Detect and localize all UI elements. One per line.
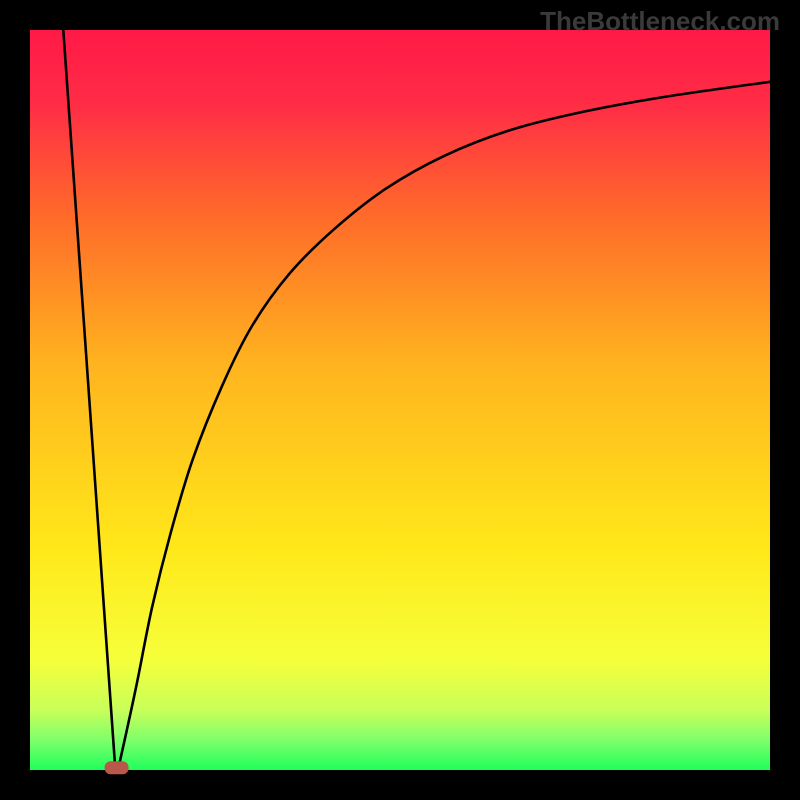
curve-right-branch bbox=[119, 82, 770, 767]
chart-frame: TheBottleneck.com bbox=[0, 0, 800, 800]
curve-left-branch bbox=[63, 30, 115, 766]
dip-marker bbox=[105, 761, 129, 774]
curves-layer bbox=[0, 0, 800, 800]
